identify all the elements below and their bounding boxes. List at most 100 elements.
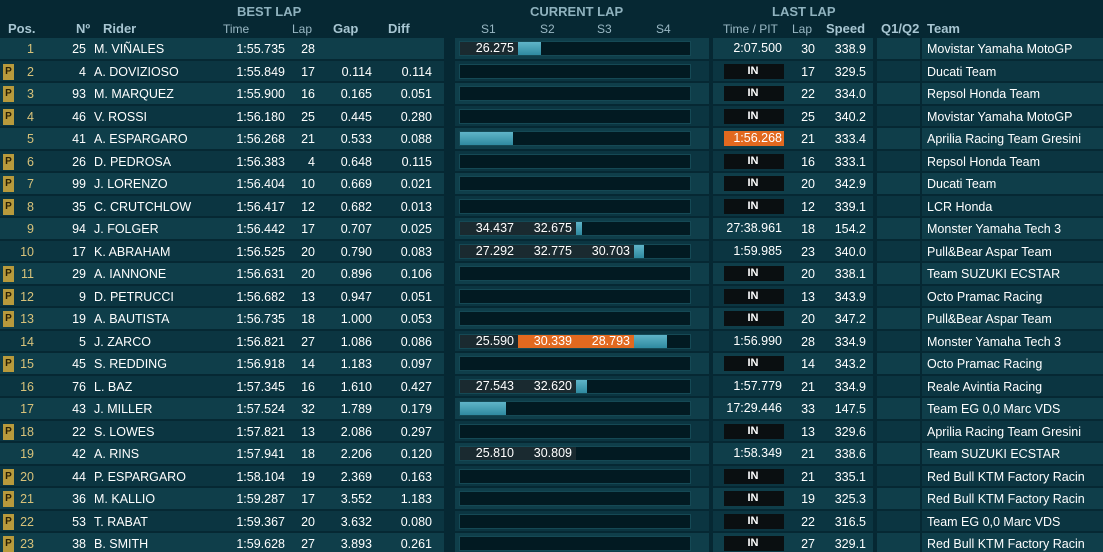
table-row[interactable]: 14 5 J. ZARCO 1:56.821 27 1.086 0.086 25.590 30.… (0, 330, 1103, 353)
diff-value: 0.053 (400, 312, 432, 326)
lap-progress-bar (460, 402, 506, 415)
top-speed: 338.6 (834, 447, 866, 461)
rider-number: 36 (72, 492, 86, 506)
team-name: Red Bull KTM Factory Racin (927, 492, 1085, 506)
row-cell-bg (922, 60, 1103, 81)
diff-value: 0.080 (400, 514, 432, 529)
table-row[interactable]: 10 17 K. ABRAHAM 1:56.525 20 0.790 0.083 27.292… (0, 240, 1103, 263)
position: 8 (27, 199, 34, 214)
current-lap-track (459, 423, 691, 439)
top-speed: 339.1 (834, 199, 866, 214)
table-row[interactable]: P 8 35 C. CRUTCHLOW 1:56.417 12 0.682 0.013 IN 12… (0, 195, 1103, 218)
row-cell-bg (922, 38, 1103, 59)
gap-value: 0.648 (340, 154, 372, 169)
top-speed: 329.5 (834, 64, 866, 79)
position: 2 (27, 64, 34, 79)
table-row[interactable]: 17 43 J. MILLER 1:57.524 32 1.789 0.179 17:29.4… (0, 397, 1103, 420)
last-lap-number: 13 (801, 289, 815, 304)
table-row[interactable]: 19 42 A. RINS 1:57.941 18 2.206 0.120 25.810 30.… (0, 442, 1103, 465)
last-lap-number: 28 (801, 334, 815, 349)
best-lap-time: 1:58.104 (236, 469, 285, 484)
rider-name: S. REDDING (94, 357, 167, 371)
table-row[interactable]: P 3 93 M. MARQUEZ 1:55.900 16 0.165 0.051 IN 22 33… (0, 82, 1103, 105)
last-lap-number: 21 (801, 379, 815, 394)
current-lap-track: 25.810 30.809 (459, 446, 691, 461)
row-cell-bg (922, 375, 1103, 396)
row-cell-bg (877, 38, 920, 59)
table-row[interactable]: P 21 36 M. KALLIO 1:59.287 17 3.552 1.183 IN 19 32… (0, 487, 1103, 510)
best-lap-number: 27 (301, 334, 315, 349)
row-cell-bg (0, 533, 444, 552)
pit-badge: P (3, 311, 14, 327)
table-row[interactable]: P 7 99 J. LORENZO 1:56.404 10 0.669 0.021 IN 20 34… (0, 172, 1103, 195)
table-row[interactable]: P 6 26 D. PEDROSA 1:56.383 4 0.648 0.115 IN 16 333… (0, 150, 1103, 173)
last-lap-number: 30 (801, 42, 815, 56)
last-lap-number: 20 (801, 267, 815, 281)
position: 13 (20, 312, 34, 326)
pit-badge: P (3, 491, 14, 507)
table-row[interactable]: 5 41 A. ESPARGARO 1:56.268 21 0.533 0.088 1:56.… (0, 127, 1103, 150)
last-lap-header: LAST LAP (772, 4, 836, 19)
position: 22 (20, 514, 34, 529)
best-lap-number: 12 (301, 199, 315, 214)
col-gap: Gap (333, 21, 359, 36)
row-cell-bg (0, 38, 444, 59)
best-lap-time: 1:56.821 (236, 334, 285, 349)
table-row[interactable]: P 4 46 V. ROSSI 1:56.180 25 0.445 0.280 IN 25 340.… (0, 105, 1103, 128)
current-lap-track: 34.437 32.675 (459, 221, 691, 236)
current-lap-track (459, 401, 691, 416)
top-speed: 342.9 (834, 177, 866, 191)
table-row[interactable]: P 22 53 T. RABAT 1:59.367 20 3.632 0.080 IN 22 316… (0, 510, 1103, 533)
table-row[interactable]: P 18 22 S. LOWES 1:57.821 13 2.086 0.297 IN 13 329… (0, 420, 1103, 443)
table-row[interactable]: P 11 29 A. IANNONE 1:56.631 20 0.896 0.106 IN 20 3… (0, 262, 1103, 285)
rider-number: 22 (72, 424, 86, 439)
pit-in-indicator: IN (724, 266, 784, 281)
gap-value: 0.707 (340, 222, 372, 236)
rider-name: V. ROSSI (94, 109, 148, 124)
sector-1-time: 34.437 (460, 222, 518, 235)
row-cell-bg (877, 330, 920, 351)
pit-in-indicator: IN (724, 536, 784, 551)
row-cell-bg (922, 443, 1103, 464)
row-cell-bg (713, 330, 873, 351)
row-cell-bg (877, 195, 920, 216)
last-lap-time: 1:57.779 (733, 378, 782, 393)
position: 19 (20, 447, 34, 461)
row-cell-bg (877, 150, 920, 171)
row-cell-bg (0, 263, 444, 284)
last-lap-number: 20 (801, 177, 815, 191)
current-lap-track (459, 266, 691, 281)
diff-value: 0.120 (400, 447, 432, 461)
row-cell-bg (922, 533, 1103, 552)
current-lap-track (459, 513, 691, 529)
gap-value: 0.533 (340, 132, 372, 146)
timing-table: 1 25 M. VIÑALES 1:55.735 28 26.275 2:07.500 30 3… (0, 37, 1103, 552)
team-name: Movistar Yamaha MotoGP (927, 42, 1073, 56)
best-lap-time: 1:56.682 (236, 289, 285, 304)
table-row[interactable]: P 23 38 B. SMITH 1:59.628 27 3.893 0.261 IN 27 329… (0, 532, 1103, 552)
table-row[interactable]: P 12 9 D. PETRUCCI 1:56.682 13 0.947 0.051 IN 13 3… (0, 285, 1103, 308)
row-cell-bg (922, 510, 1103, 531)
pit-in-indicator: IN (724, 468, 784, 484)
best-lap-number: 13 (301, 289, 315, 304)
row-cell-bg (877, 420, 920, 441)
row-cell-bg (922, 128, 1103, 149)
diff-value: 0.163 (400, 469, 432, 484)
pit-in-indicator: IN (724, 356, 784, 371)
current-lap-track (459, 198, 691, 214)
diff-value: 0.114 (401, 64, 432, 79)
table-row[interactable]: 1 25 M. VIÑALES 1:55.735 28 26.275 2:07.500 30 3… (0, 37, 1103, 60)
table-row[interactable]: 9 94 J. FOLGER 1:56.442 17 0.707 0.025 34.437 32… (0, 217, 1103, 240)
table-row[interactable]: 16 76 L. BAZ 1:57.345 16 1.610 0.427 27.543 32.6… (0, 375, 1103, 398)
rider-number: 19 (72, 312, 86, 326)
table-row[interactable]: P 2 4 A. DOVIZIOSO 1:55.849 17 0.114 0.114 IN 17 3… (0, 60, 1103, 83)
row-cell-bg (877, 533, 920, 552)
rider-number: 46 (72, 109, 86, 124)
position: 11 (21, 267, 34, 281)
table-row[interactable]: P 20 44 P. ESPARGARO 1:58.104 19 2.369 0.163 IN 2… (0, 465, 1103, 488)
team-name: Ducati Team (927, 64, 997, 79)
last-lap-time: 27:38.961 (726, 221, 782, 235)
table-row[interactable]: P 15 45 S. REDDING 1:56.918 14 1.183 0.097 IN 14 3… (0, 352, 1103, 375)
last-lap-number: 19 (801, 492, 815, 506)
table-row[interactable]: P 13 19 A. BAUTISTA 1:56.735 18 1.000 0.053 IN 20… (0, 307, 1103, 330)
